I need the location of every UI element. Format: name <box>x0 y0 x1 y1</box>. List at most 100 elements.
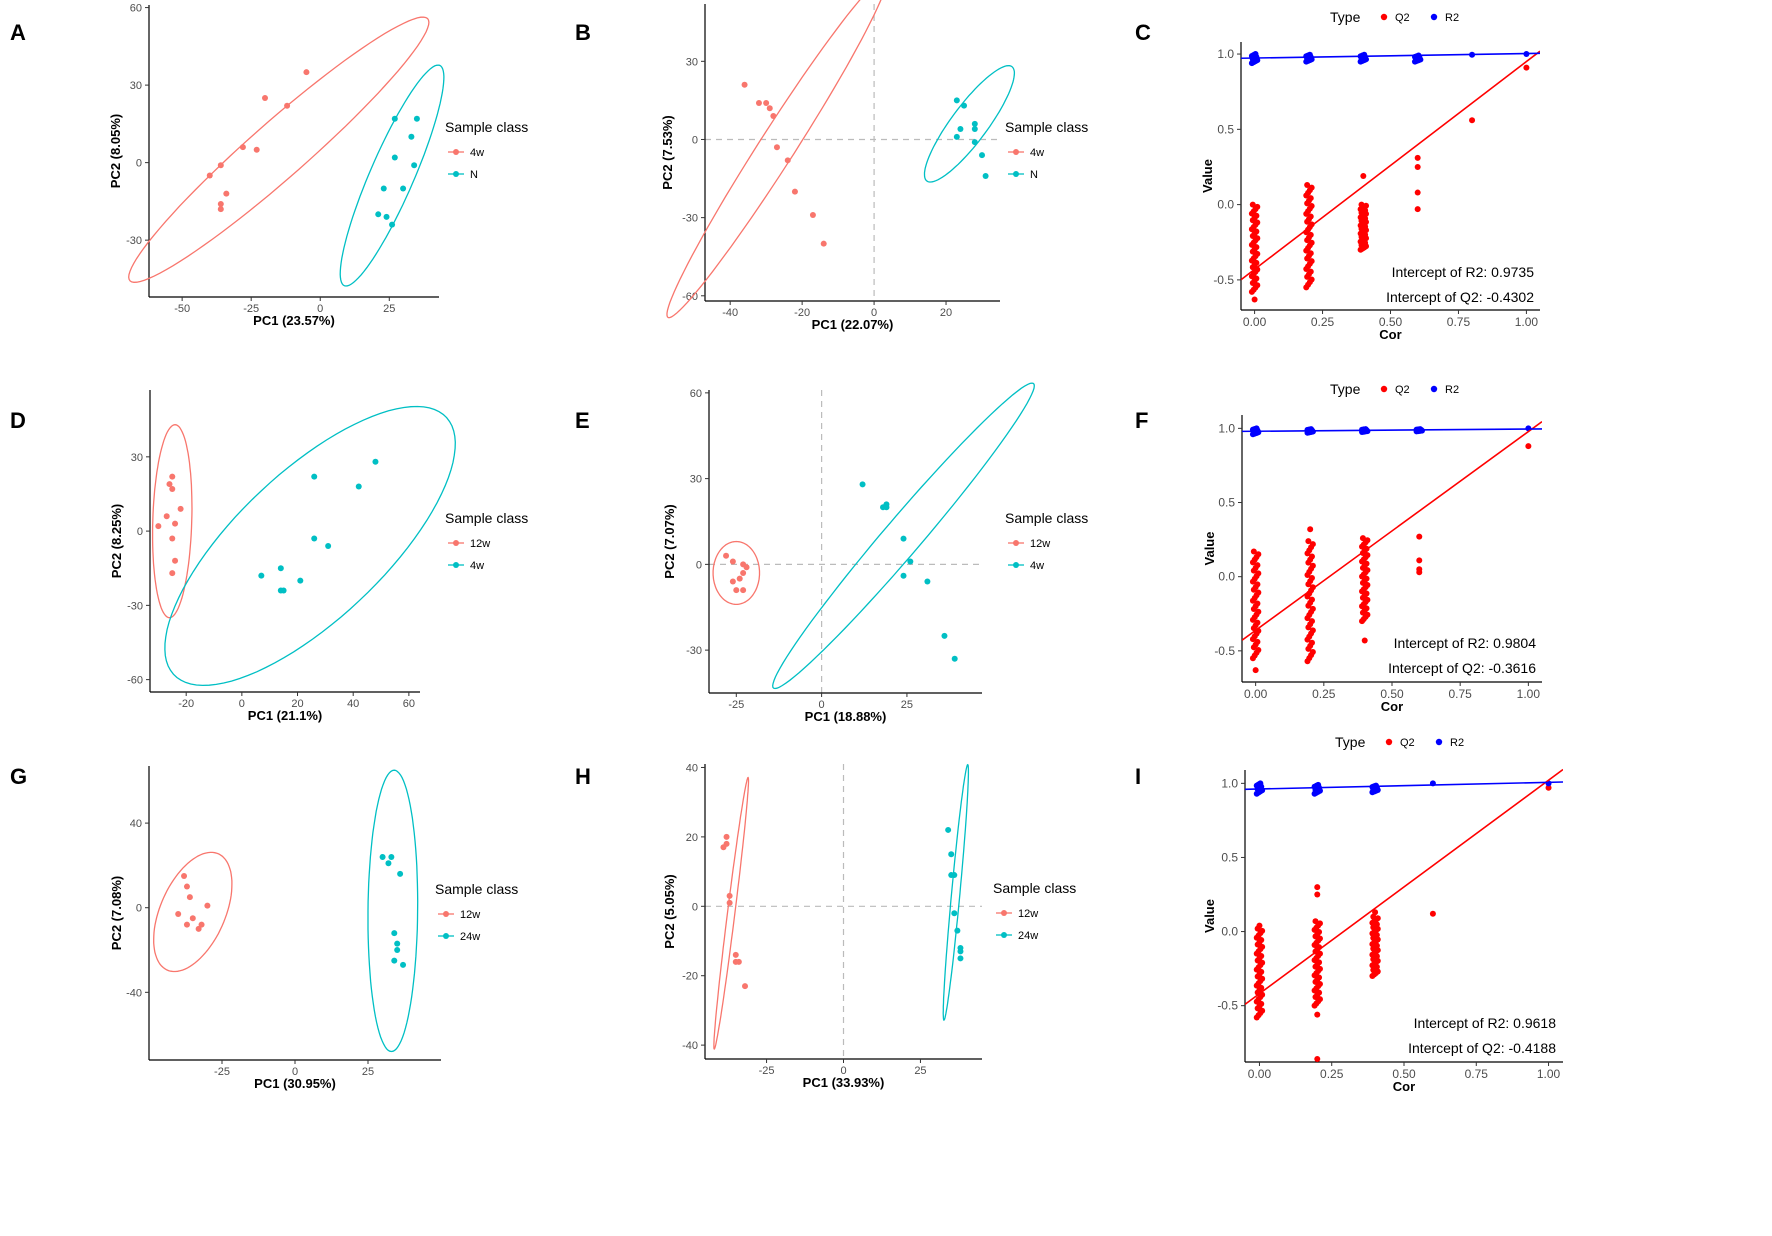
r2-point <box>1362 426 1369 433</box>
q2-point <box>1308 258 1315 265</box>
x-tick-label: 0.00 <box>1244 687 1268 701</box>
q2-point <box>1304 182 1311 189</box>
y-tick-label: 0.0 <box>1217 198 1234 212</box>
data-point-N <box>411 162 418 169</box>
q2-point <box>1416 533 1423 540</box>
intercept-r2-annotation: Intercept of R2: 0.9618 <box>1414 1015 1557 1031</box>
legend-label: 12w <box>460 909 480 921</box>
q2-point <box>1316 929 1323 936</box>
data-point-4w <box>766 105 773 112</box>
x-tick-label: -20 <box>178 698 194 710</box>
data-point-24w <box>388 853 395 860</box>
data-point-12w <box>723 833 730 840</box>
data-point-24w <box>957 955 964 962</box>
panel-a: A -50 -25 0 25 -30 0 30 60 PC1 (23.57%) PC2 (8.05%… <box>10 3 528 328</box>
q2-point <box>1258 968 1265 975</box>
data-point-N <box>953 97 960 104</box>
x-tick-label: -25 <box>243 303 259 315</box>
q2-point <box>1316 996 1323 1003</box>
q2-point <box>1308 276 1315 283</box>
y-tick-label: 0 <box>692 901 698 913</box>
legend-title: Sample class <box>445 119 528 135</box>
data-point-24w <box>394 940 401 947</box>
y-axis-title: PC2 (7.53%) <box>660 115 675 189</box>
q2-point <box>1254 219 1261 226</box>
x-tick-label: 0.25 <box>1312 687 1336 701</box>
q2-point <box>1255 589 1262 596</box>
legend-key-point <box>1001 910 1007 916</box>
panel-letter: D <box>10 408 26 433</box>
q2-point <box>1316 950 1323 957</box>
q2-point <box>1363 575 1370 582</box>
legend-label: 12w <box>1030 538 1050 550</box>
q2-point <box>1308 553 1315 560</box>
data-point-4w <box>941 632 948 639</box>
panel-f: F 0.00 0.25 0.50 0.75 1.00 -0.5 0.0 0.5 1.0 Cor Val… <box>1135 381 1542 714</box>
data-point-12w <box>169 570 176 577</box>
q2-point <box>1259 927 1266 934</box>
q2-point <box>1256 922 1263 929</box>
y-tick-label: 40 <box>130 818 142 830</box>
data-point-4w <box>741 81 748 88</box>
panel-letter: F <box>1135 408 1148 433</box>
legend-label: 4w <box>470 147 484 159</box>
data-point-12w <box>169 486 176 493</box>
q2-regression-line <box>1245 768 1563 1005</box>
y-axis-title: PC2 (7.07%) <box>662 504 677 578</box>
panel-letter: B <box>575 20 591 45</box>
x-tick-label: 1.00 <box>1517 687 1541 701</box>
legend-title: Sample class <box>435 881 518 897</box>
r2-regression-line <box>1245 781 1563 791</box>
legend-key-point <box>453 562 459 568</box>
q2-point <box>1309 562 1316 569</box>
q2-point <box>1414 163 1421 170</box>
r2-point <box>1253 425 1260 432</box>
q2-point <box>1469 117 1476 124</box>
x-tick-label: 60 <box>403 698 415 710</box>
q2-point <box>1258 984 1265 991</box>
x-tick-label: 20 <box>291 698 303 710</box>
data-point-4w <box>206 172 213 179</box>
confidence-ellipse-24w <box>367 769 419 1053</box>
legend-label: 4w <box>1030 560 1044 572</box>
data-point-4w <box>284 102 291 109</box>
data-point-12w <box>175 911 182 918</box>
q2-point <box>1307 213 1314 220</box>
data-point-4w <box>907 558 914 565</box>
x-tick-label: 0.50 <box>1379 315 1403 329</box>
q2-regression-line <box>1241 50 1540 281</box>
legend-key-point <box>1013 171 1019 177</box>
y-tick-label: -40 <box>126 987 142 999</box>
q2-point <box>1308 239 1315 246</box>
data-point-12w <box>720 844 727 851</box>
x-tick-label: 0.00 <box>1243 315 1267 329</box>
data-point-4w <box>770 113 777 120</box>
q2-point <box>1259 975 1266 982</box>
data-point-N <box>971 126 978 133</box>
y-tick-label: 30 <box>690 474 702 486</box>
data-point-4w <box>311 473 318 480</box>
confidence-ellipse-4w <box>164 405 456 687</box>
q2-point <box>1364 581 1371 588</box>
x-axis-title: PC1 (33.93%) <box>803 1075 885 1090</box>
x-tick-label: -50 <box>174 303 190 315</box>
data-point-12w <box>723 552 730 559</box>
q2-point <box>1316 920 1323 927</box>
q2-point <box>1254 619 1261 626</box>
legend-label: N <box>1030 169 1038 181</box>
data-point-12w <box>183 883 190 890</box>
x-tick-label: -25 <box>728 699 744 711</box>
legend-key-point <box>1013 562 1019 568</box>
data-point-N <box>380 185 387 192</box>
data-point-N <box>979 152 986 159</box>
y-tick-label: 20 <box>686 832 698 844</box>
legend: Sample class 4w N <box>445 119 528 181</box>
q2-point <box>1372 909 1379 916</box>
q2-point <box>1414 154 1421 161</box>
data-point-4w <box>311 535 318 542</box>
data-point-4w <box>303 69 310 76</box>
q2-point <box>1255 647 1262 654</box>
y-tick-label: 0.0 <box>1218 570 1235 584</box>
legend-key-q2 <box>1380 385 1388 393</box>
y-tick-label: -40 <box>682 1040 698 1052</box>
